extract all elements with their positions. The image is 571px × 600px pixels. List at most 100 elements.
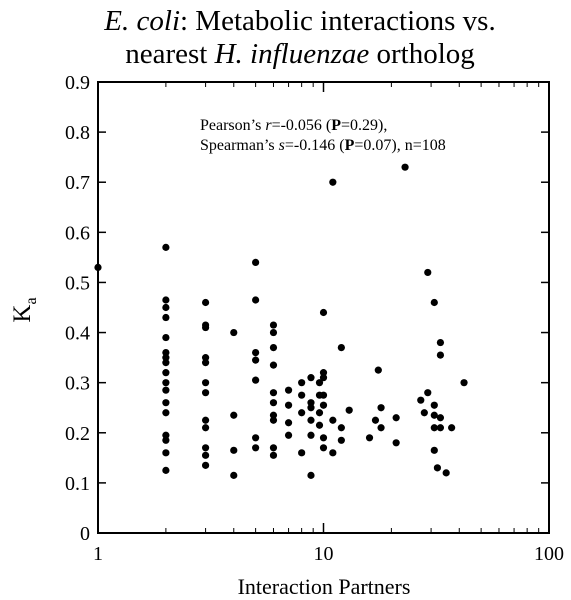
- data-point: [269, 389, 278, 397]
- data-point: [337, 436, 345, 444]
- data-point: [315, 379, 324, 387]
- data-point: [377, 424, 385, 432]
- data-point: [315, 409, 324, 417]
- data-point: [230, 471, 238, 479]
- data-point: [430, 446, 438, 454]
- y-tick-label: 0.6: [65, 222, 90, 244]
- data-point: [337, 343, 345, 352]
- data-point: [252, 376, 260, 384]
- y-tick-label: 0.8: [65, 122, 90, 144]
- data-point: [329, 416, 337, 424]
- stats-annotation-line1: Pearson’s r=-0.056 (P=0.29),: [200, 117, 387, 134]
- x-tick-label: 10: [314, 543, 334, 565]
- data-point: [430, 298, 438, 307]
- data-point: [162, 359, 170, 367]
- data-point: [442, 469, 450, 477]
- data-point: [94, 263, 102, 272]
- data-point: [401, 163, 409, 171]
- data-point: [392, 414, 400, 422]
- data-point: [436, 414, 445, 422]
- data-point: [162, 431, 170, 439]
- data-point: [162, 449, 170, 457]
- y-axis: 0 0.1 0.2 0.3 0.4 0.5 0.6 0.7 0.8 0.9: [65, 72, 549, 545]
- data-point: [162, 399, 170, 407]
- data-point: [319, 444, 328, 452]
- data-point: [201, 416, 210, 424]
- data-point: [319, 308, 328, 317]
- data-point: [298, 449, 306, 457]
- y-tick-label: 0.9: [65, 72, 90, 94]
- y-tick-label: 0.4: [65, 323, 90, 345]
- x-tick-label: 1: [93, 543, 103, 565]
- data-points: [94, 163, 468, 479]
- data-point: [269, 444, 278, 452]
- data-point: [252, 444, 260, 452]
- data-point: [201, 323, 210, 332]
- data-point: [201, 359, 210, 367]
- y-tick-label: 0.2: [65, 423, 90, 445]
- data-point: [201, 298, 210, 307]
- data-point: [284, 401, 293, 409]
- data-point: [269, 399, 278, 407]
- data-point: [201, 354, 210, 362]
- data-point: [329, 178, 337, 186]
- data-point: [430, 401, 438, 409]
- data-point: [252, 434, 260, 442]
- data-point: [269, 321, 278, 329]
- data-point: [307, 471, 315, 479]
- data-point: [365, 434, 374, 442]
- x-axis: 1 10 100: [93, 82, 564, 565]
- y-tick-label: 0: [80, 523, 90, 545]
- data-point: [252, 349, 260, 357]
- data-point: [201, 461, 210, 469]
- chart-title-line1: E. coli: Metabolic interactions vs.: [103, 5, 495, 37]
- data-point: [162, 409, 170, 417]
- data-point: [252, 296, 260, 304]
- data-point: [307, 416, 315, 424]
- data-point: [269, 361, 278, 369]
- data-point: [345, 406, 353, 414]
- data-point: [319, 401, 328, 409]
- chart-title-line2: nearest H. influenzae ortholog: [125, 38, 475, 70]
- data-point: [269, 451, 278, 459]
- data-point: [201, 451, 210, 459]
- data-point: [371, 416, 380, 424]
- stats-annotation-line2: Spearman’s s=-0.146 (P=0.07), n=108: [200, 137, 446, 154]
- data-point: [374, 366, 382, 374]
- data-point: [319, 434, 328, 442]
- data-point: [319, 374, 328, 382]
- data-point: [269, 328, 278, 337]
- data-point: [420, 409, 428, 417]
- data-point: [162, 379, 170, 387]
- data-point: [284, 419, 293, 427]
- data-point: [315, 421, 324, 429]
- data-point: [448, 424, 456, 432]
- data-point: [337, 424, 345, 432]
- data-point: [377, 404, 385, 412]
- data-point: [162, 313, 170, 322]
- x-axis-label: Interaction Partners: [238, 574, 411, 599]
- data-point: [162, 354, 170, 362]
- data-point: [436, 338, 445, 347]
- y-tick-label: 0.7: [65, 172, 90, 194]
- data-point: [298, 409, 306, 417]
- data-point: [162, 466, 170, 474]
- y-axis-label: Ka: [9, 297, 40, 322]
- data-point: [319, 391, 328, 399]
- data-point: [436, 351, 445, 359]
- data-point: [329, 449, 337, 457]
- data-point: [162, 296, 170, 304]
- data-point: [430, 424, 438, 432]
- data-point: [307, 404, 315, 412]
- data-point: [230, 446, 238, 454]
- data-point: [162, 243, 170, 251]
- data-point: [417, 396, 425, 404]
- data-point: [162, 333, 170, 342]
- data-point: [392, 439, 400, 447]
- data-point: [201, 424, 210, 432]
- data-point: [201, 379, 210, 387]
- x-tick-label: 100: [534, 543, 564, 565]
- data-point: [162, 436, 170, 444]
- data-point: [201, 389, 210, 397]
